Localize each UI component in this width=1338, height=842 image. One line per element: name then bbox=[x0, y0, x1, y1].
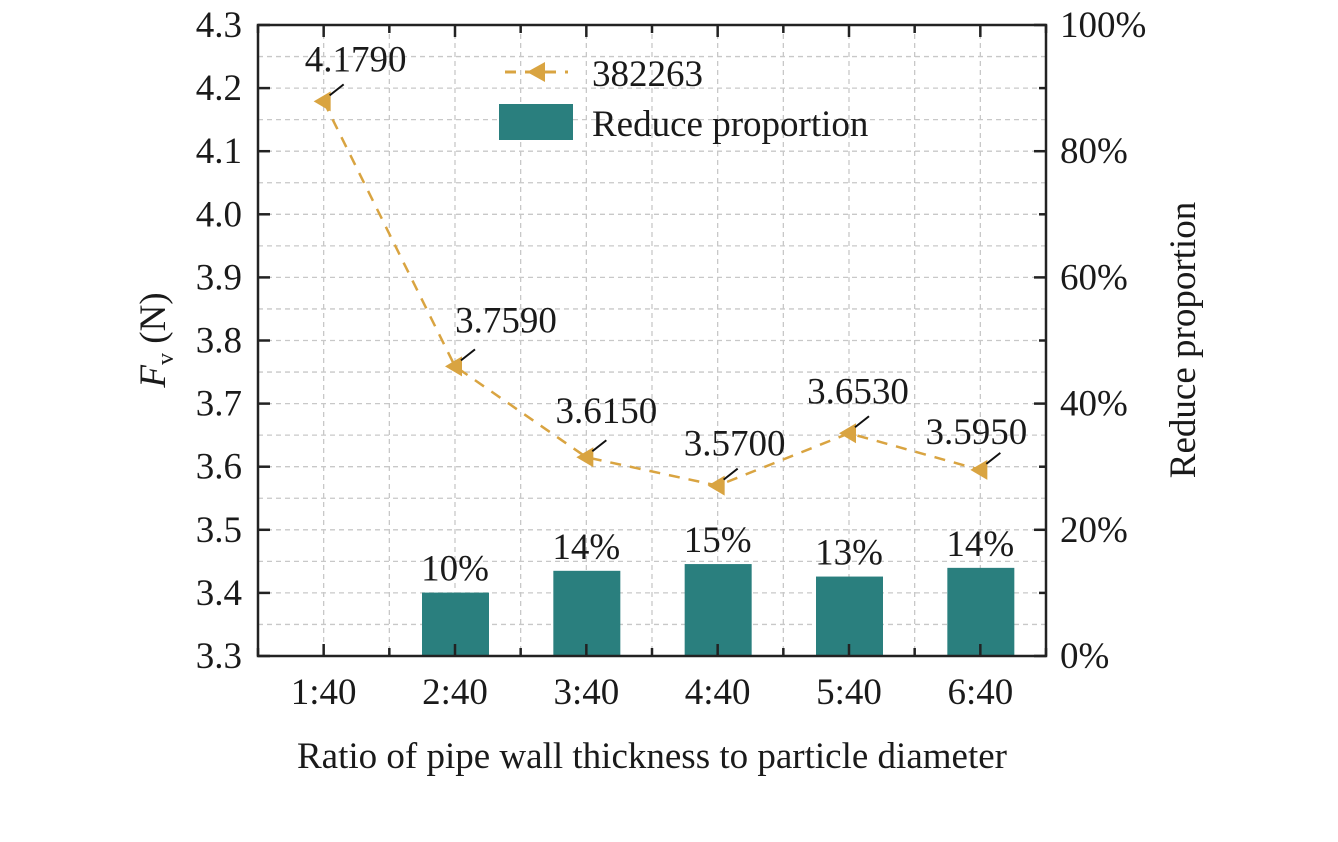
y-left-tick-label: 4.3 bbox=[196, 5, 242, 46]
bars bbox=[422, 564, 1015, 656]
axes: 3.3 3.4 3.5 3.6 3.7 3.8 3.9 4.0 4.1 4.2 4.3 0% 20% 40… bbox=[196, 5, 1147, 713]
y-left-tick-label: 4.2 bbox=[196, 68, 242, 109]
y-axis-title-subscript: v bbox=[153, 353, 179, 365]
bar bbox=[947, 567, 1015, 656]
label-leader bbox=[854, 415, 870, 429]
y-axis-title-left: Fv (N) bbox=[133, 292, 179, 388]
line-marker bbox=[970, 459, 988, 480]
y-left-tick-label: 3.3 bbox=[196, 636, 242, 677]
y-left-tick-label: 4.1 bbox=[196, 131, 242, 172]
legend-label-bar: Reduce proportion bbox=[592, 104, 868, 145]
y-axis-title-symbol: F bbox=[133, 365, 174, 389]
y-left-tick-label: 3.8 bbox=[196, 321, 242, 362]
x-tick-label: 6:40 bbox=[947, 672, 1013, 713]
bar bbox=[553, 570, 621, 656]
line-point-label: 3.5950 bbox=[925, 412, 1027, 453]
x-axis-title: Ratio of pipe wall thickness to particle… bbox=[297, 736, 1007, 777]
legend-bar-swatch bbox=[499, 104, 573, 140]
y-left-tick-label: 3.6 bbox=[196, 447, 242, 488]
y-right-tick-label: 40% bbox=[1060, 384, 1128, 425]
line-point-label: 3.6150 bbox=[555, 391, 657, 432]
label-leader bbox=[985, 452, 1001, 465]
bar-label: 15% bbox=[684, 520, 752, 561]
label-leader bbox=[460, 348, 476, 362]
y-left-tick-label: 3.7 bbox=[196, 384, 242, 425]
bar-label: 13% bbox=[815, 533, 883, 574]
legend-triangle-icon bbox=[527, 62, 545, 82]
bar-label: 14% bbox=[552, 527, 620, 568]
line-path bbox=[322, 100, 981, 487]
y-axis-title-right: Reduce proportion bbox=[1163, 202, 1204, 478]
x-tick-label: 2:40 bbox=[422, 672, 488, 713]
bar-label: 14% bbox=[946, 524, 1014, 565]
line-point-label: 3.6530 bbox=[807, 371, 909, 412]
legend-label-line: 382263 bbox=[592, 54, 703, 95]
line-marker bbox=[313, 91, 331, 112]
label-leader bbox=[329, 83, 345, 97]
data-labels: 10% 14% 15% 13% 14% 4.1790 3.7590 3.6150 3.5700 3… bbox=[305, 39, 1027, 589]
label-leader bbox=[591, 439, 607, 453]
line-point-label: 3.5700 bbox=[684, 424, 786, 465]
y-right-tick-label: 80% bbox=[1060, 131, 1128, 172]
y-right-tick-label: 60% bbox=[1060, 257, 1128, 298]
line-marker bbox=[445, 356, 462, 377]
y-left-tick-label: 3.5 bbox=[196, 510, 242, 551]
y-right-tick-label: 0% bbox=[1060, 636, 1109, 677]
legend: 382263 Reduce proportion bbox=[499, 54, 868, 145]
line-marker bbox=[576, 447, 594, 468]
y-right-tick-label: 100% bbox=[1060, 5, 1146, 46]
bar-label: 10% bbox=[421, 549, 489, 590]
x-tick-label: 3:40 bbox=[553, 672, 619, 713]
y-right-tick-label: 20% bbox=[1060, 510, 1128, 551]
x-tick-label: 1:40 bbox=[291, 672, 357, 713]
y-left-tick-label: 3.9 bbox=[196, 257, 242, 298]
bar bbox=[684, 564, 752, 656]
grid bbox=[258, 25, 1046, 656]
y-axis-title-unit: (N) bbox=[133, 292, 174, 353]
x-tick-label: 4:40 bbox=[685, 672, 751, 713]
bar bbox=[816, 576, 883, 656]
line-marker bbox=[707, 475, 725, 496]
x-tick-label: 5:40 bbox=[816, 672, 882, 713]
label-leader bbox=[723, 467, 739, 481]
line-marker bbox=[839, 423, 856, 444]
line-series bbox=[313, 91, 988, 496]
y-left-tick-label: 3.4 bbox=[196, 573, 242, 614]
y-left-tick-label: 4.0 bbox=[196, 194, 242, 235]
line-point-label: 3.7590 bbox=[455, 300, 557, 341]
line-point-label: 4.1790 bbox=[305, 39, 407, 80]
